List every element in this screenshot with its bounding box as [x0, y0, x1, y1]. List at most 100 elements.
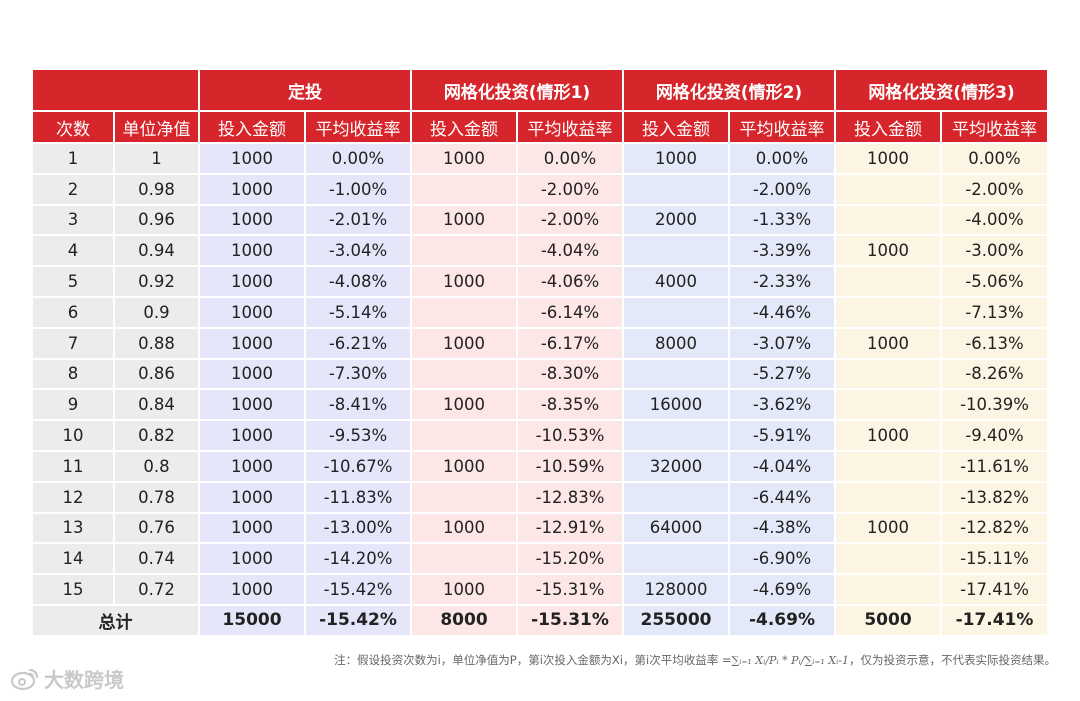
table-cell: -3.62% — [730, 390, 834, 420]
table-cell: 0.72 — [115, 575, 198, 604]
total-cell: 8000 — [412, 605, 516, 635]
table-cell: 1000 — [200, 451, 304, 481]
table-cell: -5.14% — [306, 297, 410, 327]
total-cell: -4.69% — [730, 605, 834, 635]
table-cell: -17.41% — [942, 575, 1047, 604]
total-cell: -15.42% — [306, 605, 410, 635]
table-row: 8 0.86 1000 -7.30% -8.30% -5.27% -8.26% — [33, 359, 1047, 389]
table-cell: 1000 — [200, 236, 304, 266]
table-cell: 5 — [33, 267, 113, 296]
table-cell — [624, 174, 728, 204]
table-cell: 2 — [33, 174, 113, 204]
table-cell — [624, 297, 728, 327]
table-cell: 0.84 — [115, 390, 198, 420]
column-header: 平均收益率 — [730, 112, 834, 142]
table-cell: -4.06% — [518, 267, 622, 296]
table-cell: -8.26% — [942, 359, 1047, 389]
table-row: 11 0.8 1000 -10.67% 1000 -10.59% 32000 -4.04% -1… — [33, 451, 1047, 481]
table-cell: -5.06% — [942, 267, 1047, 296]
table-cell — [836, 451, 940, 481]
footnote: 注：假设投资次数为i，单位净值为P，第i次投入金额为Xi，第i次平均收益率 =∑… — [334, 652, 1056, 668]
table-cell: 1000 — [836, 513, 940, 543]
table-cell: 1000 — [200, 205, 304, 235]
table-cell: 4 — [33, 236, 113, 266]
table-cell: 0.00% — [518, 144, 622, 173]
column-header: 投入金额 — [412, 112, 516, 142]
total-cell: -15.31% — [518, 605, 622, 635]
total-label: 总计 — [33, 605, 198, 635]
table-cell: 16000 — [624, 390, 728, 420]
table-cell — [836, 482, 940, 512]
table-cell — [624, 544, 728, 574]
column-header: 平均收益率 — [942, 112, 1047, 142]
table-cell: 1000 — [412, 513, 516, 543]
table-cell — [836, 359, 940, 389]
table-cell: 0.78 — [115, 482, 198, 512]
table-cell: -13.82% — [942, 482, 1047, 512]
table-cell: 1000 — [200, 267, 304, 296]
table-cell: 1000 — [200, 513, 304, 543]
footnote-formula: ∑ᵢ₌₁ Xᵢ/Pᵢ * Pᵢ/∑ᵢ₌₁ Xᵢ-1 — [731, 654, 850, 667]
table-cell: -9.53% — [306, 421, 410, 450]
table-row: 7 0.88 1000 -6.21% 1000 -6.17% 8000 -3.07% 1000-… — [33, 328, 1047, 358]
table-cell — [836, 297, 940, 327]
table-cell: 1 — [115, 144, 198, 173]
investment-comparison-table: 定投 网格化投资(情形1) 网格化投资(情形2) 网格化投资(情形3) 次数 单… — [31, 68, 1049, 637]
table-cell: 1000 — [200, 421, 304, 450]
column-header: 投入金额 — [836, 112, 940, 142]
table-cell: 0.74 — [115, 544, 198, 574]
table-cell: -3.07% — [730, 328, 834, 358]
column-header: 平均收益率 — [518, 112, 622, 142]
table-cell: 7 — [33, 328, 113, 358]
table-cell: -10.59% — [518, 451, 622, 481]
table-cell — [412, 236, 516, 266]
table-cell: -11.83% — [306, 482, 410, 512]
table-cell: -2.00% — [942, 174, 1047, 204]
table-cell: 1000 — [200, 390, 304, 420]
table-cell: 8000 — [624, 328, 728, 358]
table-cell: -6.90% — [730, 544, 834, 574]
table-row: 12 0.78 1000 -11.83% -12.83% -6.44% -13.82% — [33, 482, 1047, 512]
table-cell: -12.91% — [518, 513, 622, 543]
table-cell: -7.13% — [942, 297, 1047, 327]
column-header: 投入金额 — [624, 112, 728, 142]
group-header-grid-case2: 网格化投资(情形2) — [624, 70, 834, 110]
table-cell: -11.61% — [942, 451, 1047, 481]
table-cell: 15 — [33, 575, 113, 604]
table-cell: 64000 — [624, 513, 728, 543]
table-cell — [836, 390, 940, 420]
table-cell — [836, 575, 940, 604]
table-row: 10 0.82 1000 -9.53% -10.53% -5.91% 1000 -9.40% — [33, 421, 1047, 450]
table-cell — [836, 267, 940, 296]
table-cell: -2.00% — [518, 174, 622, 204]
table-cell — [836, 174, 940, 204]
table-cell: 4000 — [624, 267, 728, 296]
table-cell: -4.08% — [306, 267, 410, 296]
table-cell: 13 — [33, 513, 113, 543]
table-cell: -14.20% — [306, 544, 410, 574]
table-cell: -8.41% — [306, 390, 410, 420]
table-cell: -5.91% — [730, 421, 834, 450]
table-cell: 0.00% — [306, 144, 410, 173]
watermark-text: 大数跨境 — [44, 668, 124, 692]
table-cell: -10.67% — [306, 451, 410, 481]
table-cell: -12.83% — [518, 482, 622, 512]
table-cell: 0.96 — [115, 205, 198, 235]
table-cell: -3.39% — [730, 236, 834, 266]
table-cell: -6.44% — [730, 482, 834, 512]
table-row: 15 0.72 1000 -15.42% 1000 -15.31% 128000 -4.69%… — [33, 575, 1047, 604]
table-cell: 0.00% — [730, 144, 834, 173]
footnote-suffix: ，仅为投资示意，不代表实际投资结果。 — [849, 653, 1056, 667]
table-cell: -12.82% — [942, 513, 1047, 543]
table-cell: -2.01% — [306, 205, 410, 235]
table-cell: 12 — [33, 482, 113, 512]
table-cell: -4.46% — [730, 297, 834, 327]
table-row: 1 1 1000 0.00% 1000 0.00% 1000 0.00% 1000 0.00% — [33, 144, 1047, 173]
column-header-row: 次数 单位净值 投入金额 平均收益率 投入金额 平均收益率 投入金额 平均收益率… — [33, 112, 1047, 142]
table-cell: 1000 — [836, 144, 940, 173]
table-cell: 32000 — [624, 451, 728, 481]
table-cell: 0.8 — [115, 451, 198, 481]
table-cell: 1000 — [412, 267, 516, 296]
table-row: 5 0.92 1000 -4.08% 1000 -4.06% 4000 -2.33% -5.06… — [33, 267, 1047, 296]
weibo-logo-icon — [10, 668, 39, 690]
